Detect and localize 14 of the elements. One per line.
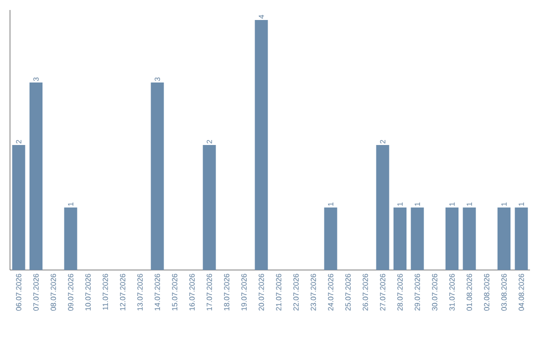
- bar: [202, 144, 216, 270]
- bar: [324, 207, 338, 270]
- bar: [498, 207, 511, 270]
- bar: [254, 20, 268, 270]
- bar: [514, 207, 528, 270]
- bar: [12, 144, 26, 270]
- bar: [446, 207, 459, 270]
- bar: [410, 207, 424, 270]
- bar: [394, 207, 407, 270]
- bar: [30, 82, 43, 270]
- bar: [462, 207, 476, 270]
- bar: [376, 144, 390, 270]
- bar: [150, 82, 164, 270]
- bar: [64, 207, 78, 270]
